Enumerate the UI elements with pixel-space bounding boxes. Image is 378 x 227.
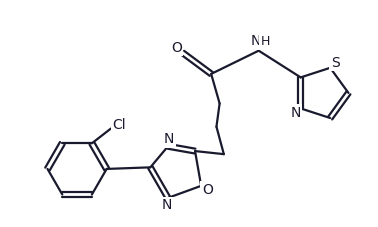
Text: N: N <box>162 198 172 212</box>
Text: O: O <box>202 183 213 197</box>
Text: N: N <box>250 34 261 48</box>
Text: N: N <box>290 106 301 120</box>
Text: S: S <box>331 56 340 69</box>
Text: O: O <box>171 40 182 54</box>
Text: Cl: Cl <box>113 118 126 132</box>
Text: N: N <box>164 132 174 146</box>
Text: H: H <box>260 35 270 48</box>
